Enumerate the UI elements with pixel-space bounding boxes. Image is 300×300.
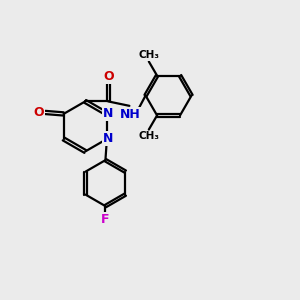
Text: CH₃: CH₃ — [138, 131, 159, 141]
Text: F: F — [101, 212, 110, 226]
Text: N: N — [103, 107, 114, 120]
Text: O: O — [34, 106, 44, 119]
Text: N: N — [103, 133, 114, 146]
Text: O: O — [103, 70, 113, 83]
Text: NH: NH — [120, 108, 140, 121]
Text: CH₃: CH₃ — [138, 50, 159, 60]
